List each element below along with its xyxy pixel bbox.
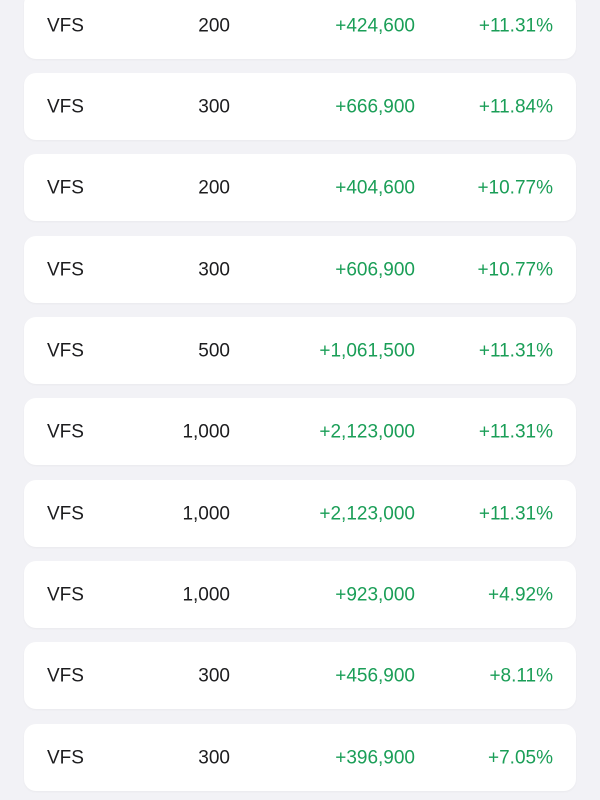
quantity-value: 1,000 (182, 584, 230, 605)
percent-change: +8.11% (489, 665, 553, 686)
quantity-value: 200 (198, 177, 230, 198)
percent-change: +11.31% (478, 421, 553, 442)
symbol-label: VFS (47, 340, 84, 361)
quantity-value: 300 (198, 747, 230, 768)
list-item[interactable]: VFS 300 +606,900 +10.77% (24, 236, 576, 303)
list-item[interactable]: VFS 200 +404,600 +10.77% (24, 154, 576, 221)
quantity-value: 300 (198, 259, 230, 280)
percent-change: +4.92% (488, 584, 553, 605)
profit-value: +456,900 (335, 665, 415, 686)
profit-value: +1,061,500 (319, 340, 415, 361)
symbol-label: VFS (47, 421, 84, 442)
list-item[interactable]: VFS 300 +396,900 +7.05% (24, 724, 576, 791)
symbol-label: VFS (47, 665, 84, 686)
list-item[interactable]: VFS 1,000 +2,123,000 +11.31% (24, 480, 576, 547)
symbol-label: VFS (47, 584, 84, 605)
percent-change: +11.31% (478, 15, 553, 36)
symbol-label: VFS (47, 503, 84, 524)
profit-value: +923,000 (335, 584, 415, 605)
quantity-value: 300 (198, 96, 230, 117)
profit-value: +666,900 (335, 96, 415, 117)
list-item[interactable]: VFS 1,000 +923,000 +4.92% (24, 561, 576, 628)
percent-change: +10.77% (477, 177, 553, 198)
quantity-value: 200 (198, 15, 230, 36)
profit-value: +606,900 (335, 259, 415, 280)
list-item[interactable]: VFS 300 +456,900 +8.11% (24, 642, 576, 709)
symbol-label: VFS (47, 747, 84, 768)
list-item[interactable]: VFS 300 +666,900 +11.84% (24, 73, 576, 140)
quantity-value: 1,000 (182, 421, 230, 442)
quantity-value: 1,000 (182, 503, 230, 524)
percent-change: +7.05% (488, 747, 553, 768)
profit-value: +396,900 (335, 747, 415, 768)
list-item[interactable]: VFS 500 +1,061,500 +11.31% (24, 317, 576, 384)
percent-change: +11.31% (478, 503, 553, 524)
quantity-value: 500 (198, 340, 230, 361)
profit-value: +404,600 (335, 177, 415, 198)
percent-change: +11.31% (478, 340, 553, 361)
symbol-label: VFS (47, 15, 84, 36)
profit-value: +2,123,000 (319, 421, 415, 442)
list-item[interactable]: VFS 200 +424,600 +11.31% (24, 0, 576, 59)
profit-value: +424,600 (335, 15, 415, 36)
percent-change: +11.84% (478, 96, 553, 117)
symbol-label: VFS (47, 96, 84, 117)
list-item[interactable]: VFS 1,000 +2,123,000 +11.31% (24, 398, 576, 465)
symbol-label: VFS (47, 177, 84, 198)
percent-change: +10.77% (477, 259, 553, 280)
quantity-value: 300 (198, 665, 230, 686)
profit-value: +2,123,000 (319, 503, 415, 524)
symbol-label: VFS (47, 259, 84, 280)
